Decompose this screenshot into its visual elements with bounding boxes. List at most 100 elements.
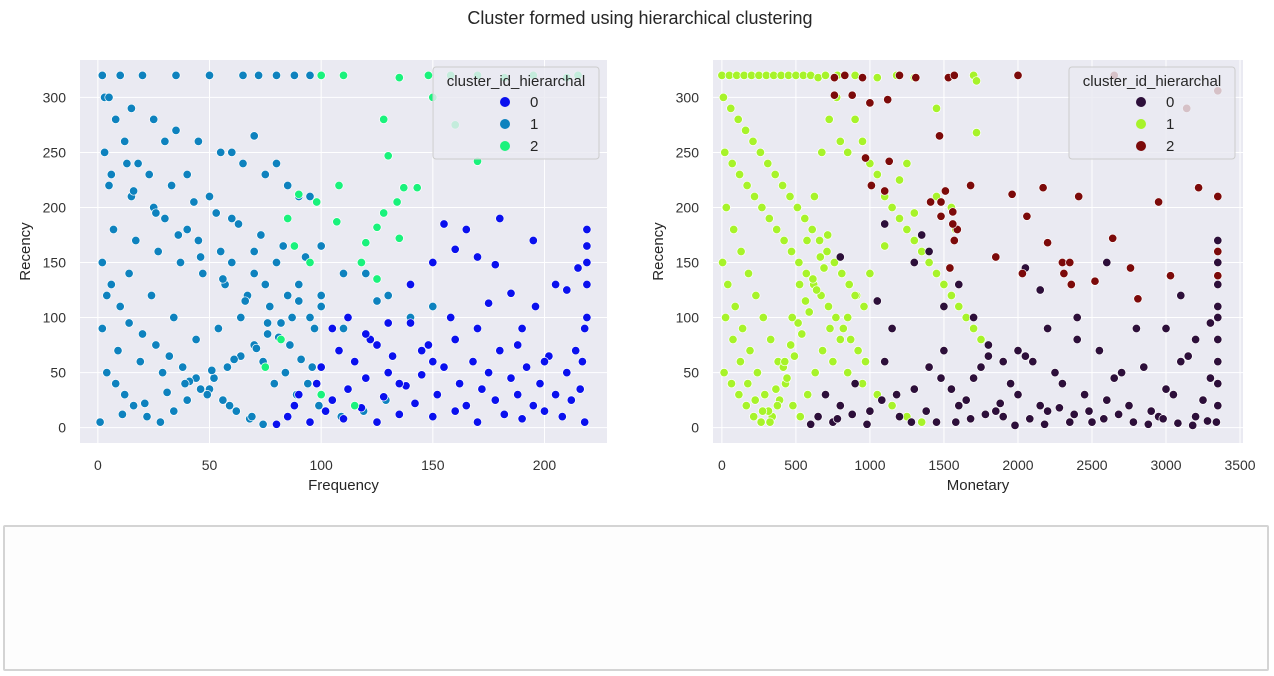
data-point (102, 290, 112, 301)
data-point (338, 70, 349, 80)
data-point (171, 125, 181, 135)
output-cell (3, 525, 1269, 671)
data-point (236, 312, 246, 323)
data-point (269, 379, 279, 389)
data-point (423, 340, 433, 350)
data-point (124, 318, 134, 328)
data-point (1194, 183, 1204, 193)
data-point (104, 92, 114, 102)
data-point (793, 318, 803, 328)
data-point (196, 384, 206, 394)
data-point (892, 390, 902, 400)
data-point (736, 246, 746, 257)
data-point (1069, 409, 1079, 419)
data-point (1133, 294, 1143, 304)
legend-title: cluster_id_hierarchal (1083, 73, 1221, 90)
legend-marker-0 (1136, 97, 1146, 107)
data-point (865, 98, 875, 108)
data-point (1161, 384, 1171, 394)
data-point (1072, 334, 1082, 345)
data-point (1158, 414, 1168, 424)
data-point (383, 151, 393, 161)
data-point (1007, 189, 1017, 199)
data-point (954, 279, 964, 290)
data-point (283, 180, 293, 191)
data-point (757, 202, 767, 213)
data-point (309, 323, 320, 334)
data-point (350, 401, 360, 411)
legend-label-0: 0 (1166, 94, 1174, 111)
x-tick-label: 200 (533, 457, 557, 473)
data-point (1043, 406, 1053, 416)
x-tick-label: 500 (784, 457, 808, 473)
data-point (294, 279, 304, 290)
data-point (461, 224, 471, 235)
data-point (117, 409, 127, 419)
data-point (97, 257, 107, 268)
data-point (412, 183, 422, 193)
legend-box (432, 66, 600, 160)
data-point (735, 169, 745, 180)
data-point (877, 395, 887, 405)
data-point (720, 147, 730, 157)
data-point (1205, 318, 1215, 328)
data-point (582, 224, 592, 235)
data-point (271, 158, 282, 169)
data-point (193, 136, 203, 146)
data-point (258, 419, 268, 429)
data-point (283, 290, 293, 301)
data-point (394, 379, 404, 389)
y-axis-label: Recency (17, 222, 34, 281)
data-point (394, 233, 404, 243)
data-point (528, 235, 538, 246)
data-point (1213, 235, 1223, 246)
data-point (405, 279, 416, 290)
data-point (850, 379, 860, 389)
data-point (1183, 351, 1193, 361)
data-point (795, 279, 805, 290)
data-point (106, 279, 116, 290)
data-point (859, 301, 869, 312)
data-point (924, 362, 934, 372)
data-point (428, 412, 438, 422)
data-point (1114, 409, 1124, 419)
data-point (949, 235, 959, 246)
data-point (1213, 271, 1223, 281)
data-point (1213, 301, 1223, 312)
data-point (539, 357, 550, 367)
data-point (513, 390, 523, 400)
data-point (1213, 334, 1223, 345)
data-point (772, 224, 782, 235)
data-point (263, 318, 273, 328)
data-point (394, 73, 404, 83)
data-point (316, 362, 326, 372)
legend-title: cluster_id_hierarchal (447, 73, 585, 90)
data-point (727, 158, 737, 169)
data-point (144, 169, 154, 180)
data-point (155, 417, 165, 427)
data-point (921, 406, 931, 416)
data-point (1128, 417, 1138, 427)
data-point (1066, 279, 1076, 290)
data-point (939, 279, 949, 290)
data-point (723, 279, 733, 290)
data-point (305, 312, 315, 323)
data-point (1084, 406, 1094, 416)
data-point (566, 395, 576, 405)
data-point (991, 406, 1001, 416)
data-point (823, 230, 833, 240)
data-point (131, 235, 141, 246)
data-point (995, 398, 1005, 408)
data-point (106, 169, 116, 180)
data-point (1028, 357, 1038, 367)
data-point (388, 351, 398, 361)
data-point (954, 401, 964, 411)
data-point (372, 274, 382, 284)
data-point (1161, 323, 1171, 334)
data-point (894, 412, 905, 422)
data-point (271, 419, 282, 429)
data-point (327, 323, 337, 334)
data-point (213, 323, 223, 334)
data-point (853, 346, 863, 356)
data-point (1213, 257, 1223, 268)
